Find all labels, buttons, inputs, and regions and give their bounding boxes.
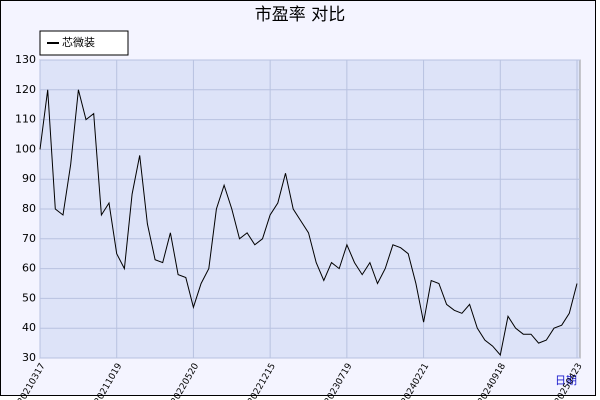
y-tick-label: 70 — [22, 232, 36, 245]
y-tick-label: 90 — [22, 172, 36, 185]
legend-label: 芯微装 — [62, 35, 95, 49]
y-tick-label: 30 — [22, 351, 36, 364]
line-series — [39, 89, 578, 357]
chart-title: 市盈率 对比 — [255, 5, 345, 25]
y-tick-label: 110 — [15, 113, 36, 126]
y-tick-label: 100 — [15, 142, 36, 155]
y-tick-label: 60 — [22, 262, 36, 275]
x-axis-label: 日期 — [555, 374, 577, 387]
y-tick-label: 80 — [22, 202, 36, 215]
y-tick-label: 130 — [15, 53, 36, 66]
y-tick-label: 40 — [22, 321, 36, 334]
y-tick-label: 120 — [15, 83, 36, 96]
y-tick-label: 50 — [22, 291, 36, 304]
